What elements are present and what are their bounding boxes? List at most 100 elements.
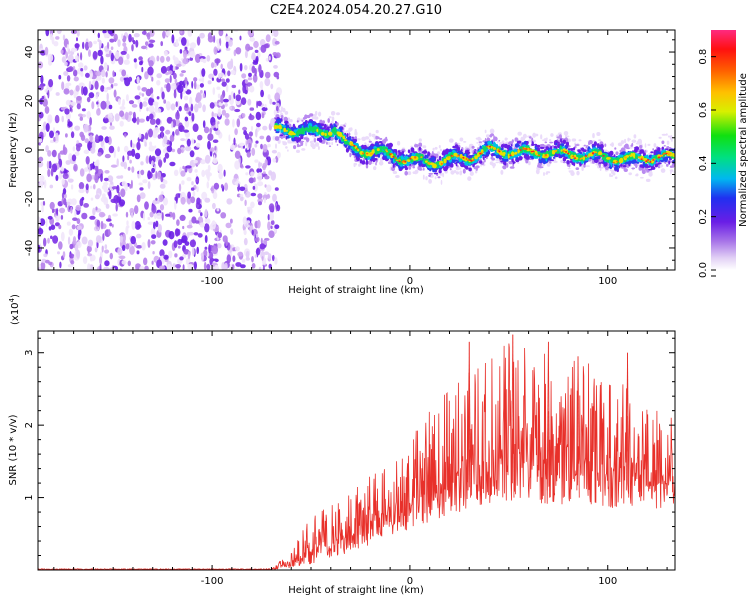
noise-speck xyxy=(258,113,261,120)
noise-speck xyxy=(156,80,161,86)
noise-speck xyxy=(67,263,74,268)
noise-speck xyxy=(187,251,191,260)
noise-speck xyxy=(189,239,196,248)
band-speck xyxy=(431,156,436,162)
noise-speck xyxy=(213,46,218,55)
noise-speck xyxy=(248,131,253,137)
noise-speck xyxy=(227,61,234,70)
band-speck xyxy=(639,164,644,168)
noise-speck xyxy=(193,80,197,90)
band-speck xyxy=(641,169,646,175)
noise-speck xyxy=(263,251,269,255)
band-speck xyxy=(605,159,609,162)
noise-speck xyxy=(117,259,120,265)
noise-speck xyxy=(202,93,206,99)
band-speck xyxy=(472,163,475,168)
noise-speck xyxy=(71,224,76,230)
band-speck xyxy=(598,139,602,142)
noise-speck xyxy=(103,182,109,186)
noise-speck xyxy=(207,252,210,257)
noise-speck xyxy=(212,139,219,143)
band-speck xyxy=(653,143,657,148)
band-speck xyxy=(459,162,461,165)
noise-speck xyxy=(153,127,160,134)
band-speck xyxy=(476,142,479,144)
band-peak-speck xyxy=(401,161,404,163)
noise-speck xyxy=(134,220,141,230)
band-speck xyxy=(598,151,603,156)
noise-speck xyxy=(41,205,44,213)
band-peak-speck xyxy=(645,160,648,163)
noise-speck xyxy=(246,220,251,224)
noise-speck xyxy=(61,115,64,123)
noise-speck xyxy=(100,220,104,230)
band-speck xyxy=(338,139,341,142)
noise-speck xyxy=(114,51,120,60)
band-speck xyxy=(491,154,494,157)
noise-speck xyxy=(260,89,264,98)
band-speck xyxy=(459,137,464,142)
band-speck xyxy=(588,153,590,158)
band-speck xyxy=(550,133,554,137)
band-speck xyxy=(339,134,343,137)
band-speck xyxy=(323,123,327,129)
noise-speck xyxy=(65,133,68,138)
noise-speck xyxy=(73,76,79,82)
noise-speck xyxy=(185,82,188,92)
noise-speck xyxy=(48,226,52,231)
band-speck xyxy=(525,156,529,160)
band-speck xyxy=(469,171,474,176)
noise-speck xyxy=(61,81,65,90)
band-speck xyxy=(496,141,499,144)
noise-speck xyxy=(164,78,170,83)
noise-speck xyxy=(66,44,69,51)
noise-speck xyxy=(192,190,196,197)
noise-speck xyxy=(202,120,206,128)
band-speck xyxy=(381,139,387,144)
noise-speck xyxy=(228,134,231,142)
noise-speck xyxy=(262,264,265,270)
noise-speck xyxy=(241,113,246,118)
noise-speck xyxy=(142,101,148,107)
band-speck xyxy=(631,167,636,170)
noise-speck xyxy=(212,191,218,200)
noise-speck xyxy=(38,61,44,69)
noise-speck xyxy=(216,243,222,249)
noise-speck xyxy=(136,141,141,151)
noise-speck xyxy=(67,121,73,128)
band-speck xyxy=(422,145,427,149)
noise-speck xyxy=(155,212,163,220)
band-speck xyxy=(560,143,565,147)
noise-speck xyxy=(271,30,276,33)
band-speck xyxy=(455,166,460,171)
noise-speck xyxy=(244,133,250,140)
noise-speck xyxy=(95,235,102,244)
noise-speck xyxy=(178,125,185,132)
noise-speck xyxy=(176,63,182,67)
noise-speck xyxy=(195,179,199,183)
noise-speck xyxy=(113,149,116,159)
noise-speck xyxy=(70,206,73,214)
band-speck xyxy=(356,156,360,162)
band-speck xyxy=(484,155,487,159)
noise-speck xyxy=(103,189,110,193)
noise-speck xyxy=(260,44,267,53)
band-speck xyxy=(462,168,466,174)
band-speck xyxy=(371,149,375,154)
noise-speck xyxy=(148,128,153,138)
noise-speck xyxy=(274,92,281,102)
x-tick-label: -100 xyxy=(201,276,224,287)
band-speck xyxy=(302,117,306,120)
noise-speck xyxy=(244,65,248,71)
x-tick-label: 100 xyxy=(598,276,617,287)
band-speck xyxy=(368,140,372,143)
noise-speck xyxy=(56,30,62,34)
noise-speck xyxy=(226,254,231,264)
band-speck xyxy=(275,131,280,134)
noise-speck xyxy=(104,136,110,144)
band-peak-speck xyxy=(355,147,359,150)
noise-speck xyxy=(104,170,110,174)
band-speck xyxy=(312,113,317,117)
noise-speck xyxy=(247,30,254,37)
band-speck xyxy=(422,167,425,170)
